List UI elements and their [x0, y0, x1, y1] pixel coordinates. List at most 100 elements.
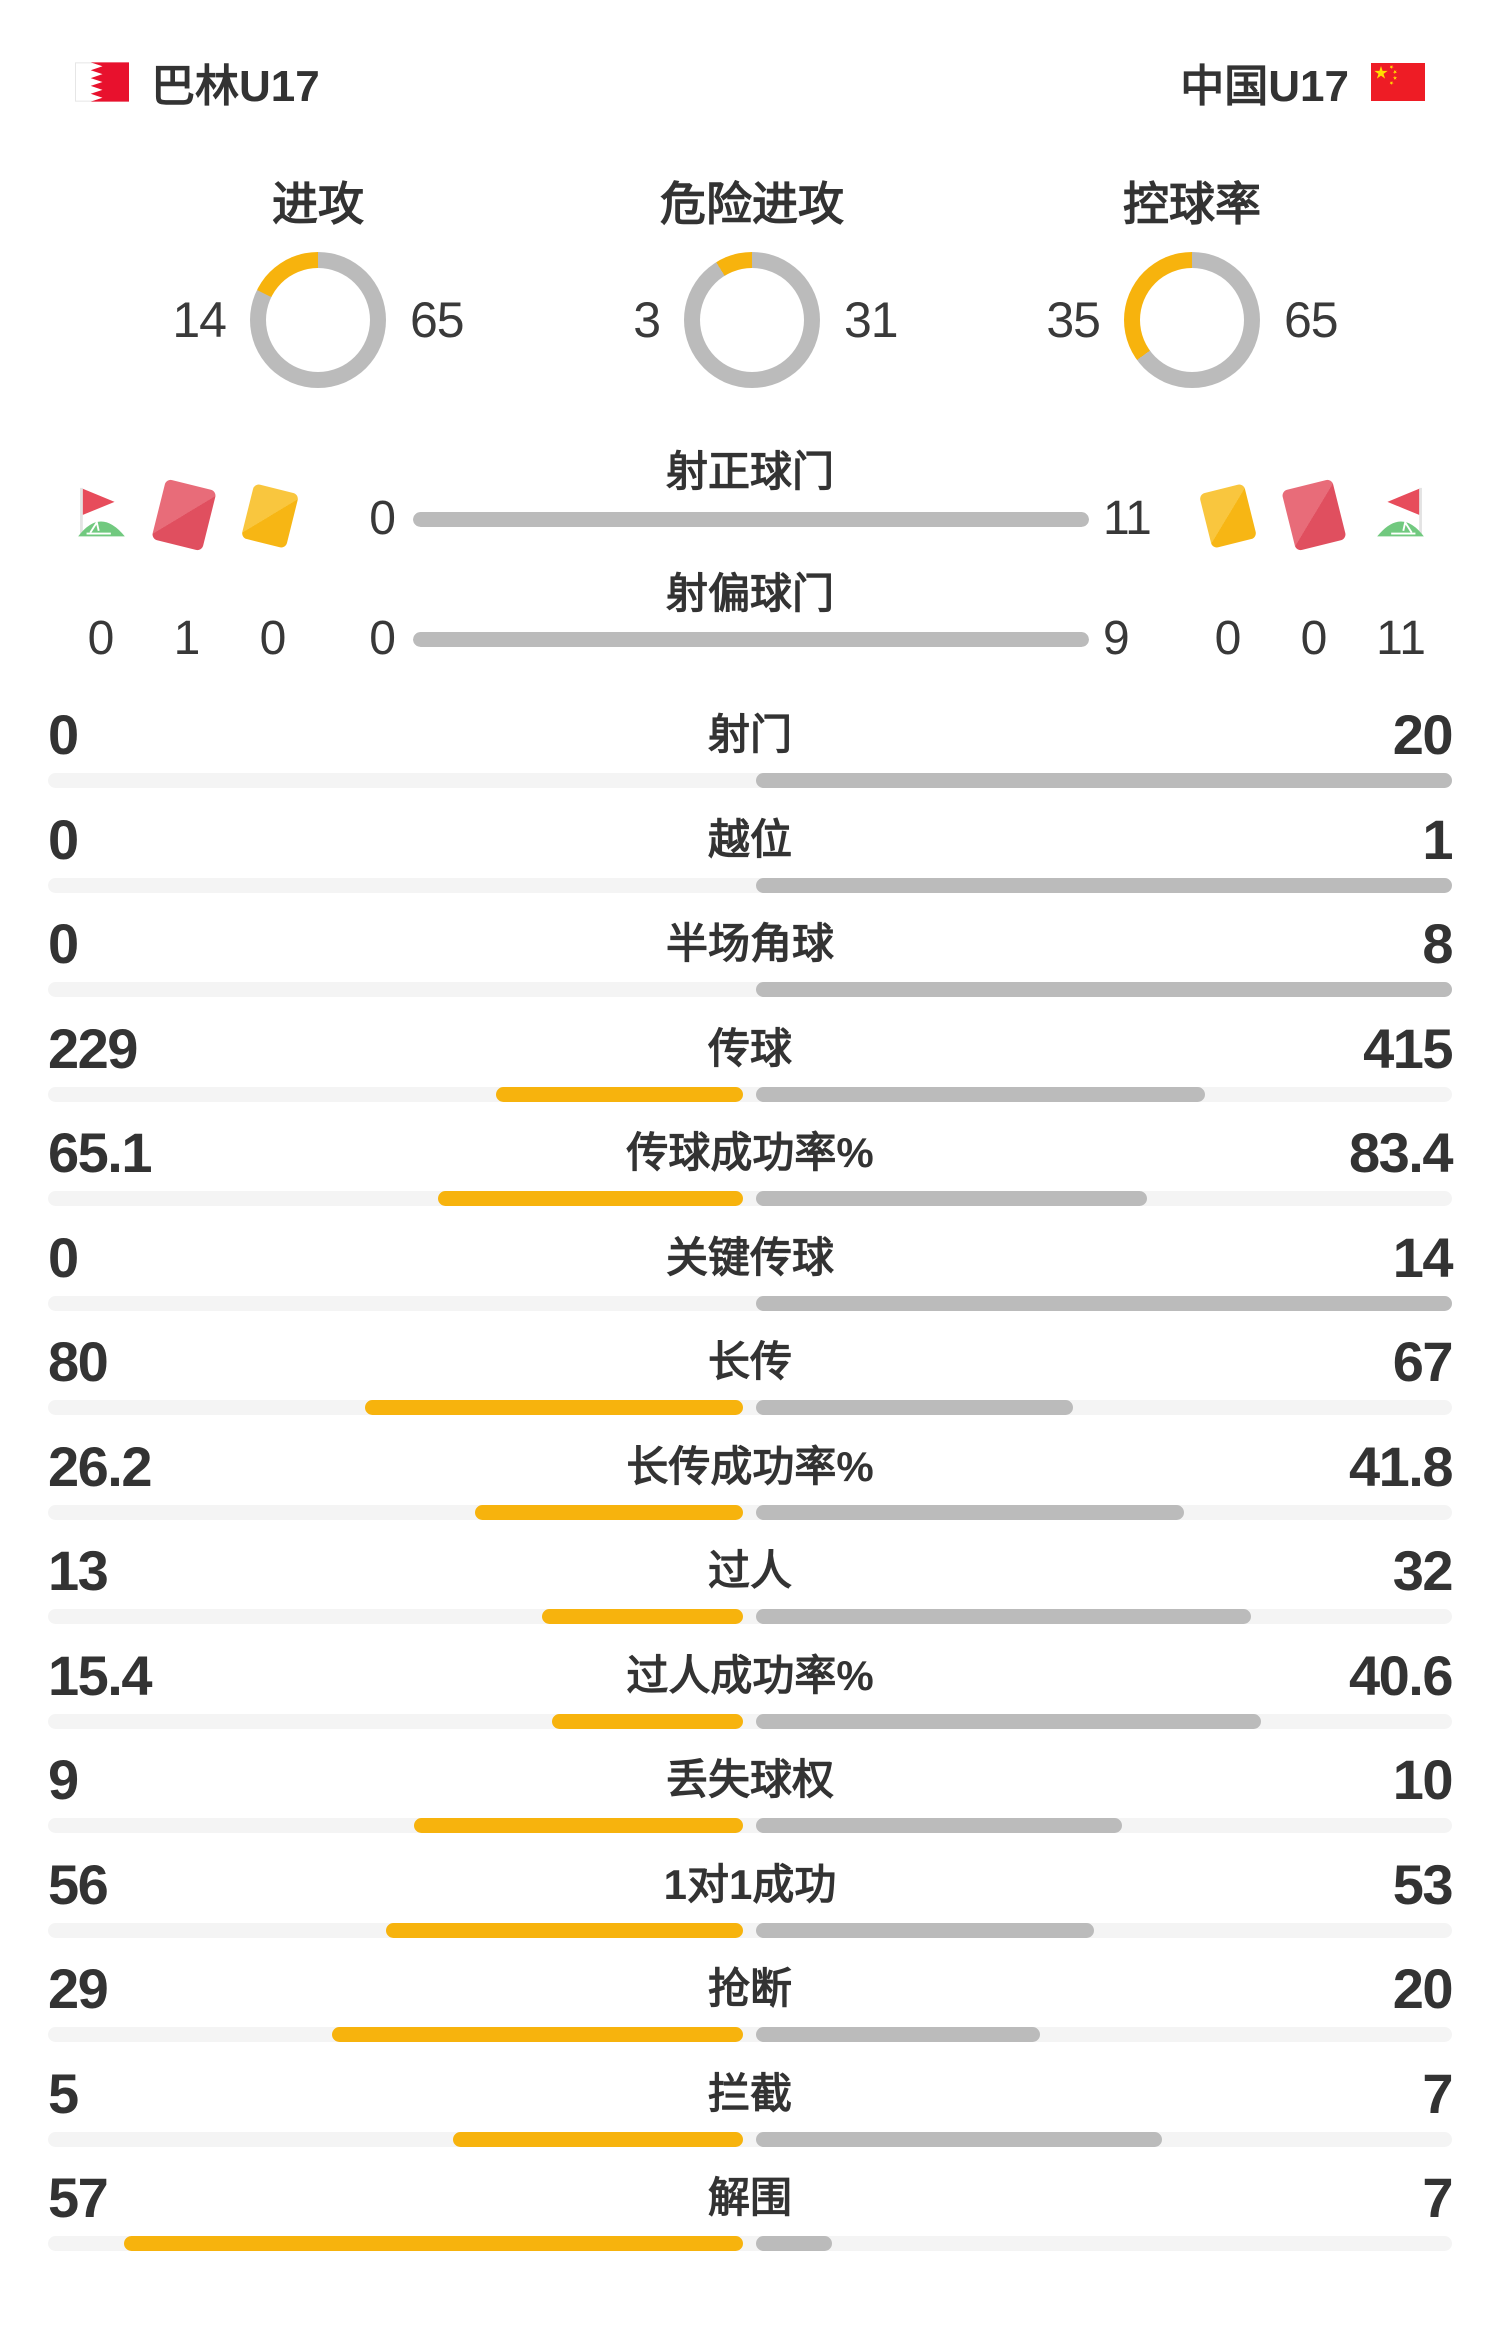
home-red-card-count: 1 — [173, 612, 201, 665]
stat-label: 越位 — [707, 816, 792, 863]
stat-away-value: 32 — [1392, 1539, 1454, 1602]
away-team-name: 中国U17 — [1180, 62, 1349, 111]
stat-away-value: 7 — [1422, 2062, 1453, 2125]
stat-home-value: 5 — [48, 2062, 79, 2125]
shot-home-value: 0 — [369, 612, 396, 665]
gauge-donut — [1124, 252, 1260, 388]
stat-home-value: 0 — [48, 808, 79, 871]
stat-bar-home-fill — [475, 1505, 743, 1520]
gauge-donut — [684, 252, 820, 388]
away-corner-flag-count: 11 — [1376, 612, 1426, 665]
stat-label: 长传成功率% — [626, 1443, 874, 1490]
home-corner-flag-count: 0 — [87, 612, 115, 665]
stat-away-value: 20 — [1392, 703, 1454, 766]
gauge-donut-hole — [266, 268, 370, 372]
stat-home-value: 0 — [48, 912, 79, 975]
stat-bar-home-fill — [414, 1818, 743, 1833]
stat-label: 解围 — [707, 2174, 792, 2221]
stat-bar-track — [48, 1087, 1452, 1102]
stat-label: 射门 — [707, 711, 792, 758]
gauge-donut — [250, 252, 386, 388]
stat-bar-away-fill — [756, 878, 1452, 893]
stat-home-value: 26.2 — [48, 1435, 153, 1498]
stat-bar-home-fill — [453, 2132, 743, 2147]
stat-bar-home-fill — [438, 1191, 743, 1206]
gauge-away-value: 65 — [1284, 292, 1339, 348]
stat-bar-home-fill — [124, 2236, 743, 2251]
stat-away-value: 20 — [1392, 1957, 1454, 2020]
stat-bar-away-fill — [756, 773, 1452, 788]
stat-home-value: 57 — [48, 2166, 109, 2229]
stat-label: 关键传球 — [665, 1234, 834, 1281]
stat-bar-home-fill — [496, 1087, 743, 1102]
stat-home-value: 80 — [48, 1330, 109, 1393]
gauge-title: 进攻 — [272, 178, 364, 230]
stat-bar-track — [48, 1923, 1452, 1938]
stat-bar-home-fill — [542, 1609, 743, 1624]
stat-home-value: 13 — [48, 1539, 109, 1602]
gauge-home-value: 35 — [1046, 292, 1101, 348]
gauge-title: 控球率 — [1123, 178, 1261, 230]
china-flag-icon — [1371, 63, 1425, 101]
shot-home-value: 0 — [369, 492, 396, 545]
shot-bar — [413, 512, 1089, 527]
corner-flag-icon — [73, 486, 130, 542]
stat-away-value: 14 — [1392, 1226, 1454, 1289]
stat-bar-away-fill — [756, 1818, 1122, 1833]
stat-bar-away-fill — [756, 982, 1452, 997]
gauge-donut-hole — [700, 268, 804, 372]
stat-bar-track — [48, 1400, 1452, 1415]
shot-bar-away-fill — [413, 512, 1089, 527]
stat-label: 半场角球 — [665, 920, 834, 967]
away-team-header: 中国U17 — [1180, 50, 1425, 114]
stat-label: 拦截 — [707, 2070, 792, 2117]
stat-label: 过人 — [707, 1547, 792, 1594]
stat-home-value: 56 — [48, 1853, 109, 1916]
stat-label: 1对1成功 — [663, 1861, 837, 1908]
stat-away-value: 41.8 — [1349, 1435, 1454, 1498]
stat-home-value: 229 — [48, 1017, 138, 1080]
stat-away-value: 415 — [1363, 1017, 1453, 1080]
stat-bar-home-fill — [332, 2027, 743, 2042]
gauge-title: 危险进攻 — [660, 178, 844, 230]
stat-bar-away-fill — [756, 1714, 1261, 1729]
stat-bar-away-fill — [756, 2236, 832, 2251]
stat-bar-away-fill — [756, 1087, 1205, 1102]
stat-label: 过人成功率% — [626, 1652, 874, 1699]
stat-label: 长传 — [707, 1338, 792, 1385]
stat-bar-away-fill — [756, 2132, 1162, 2147]
stat-bar-home-fill — [386, 1923, 743, 1938]
shot-away-value: 9 — [1103, 612, 1130, 665]
stat-away-value: 1 — [1422, 808, 1453, 871]
stat-home-value: 0 — [48, 1226, 79, 1289]
stat-away-value: 83.4 — [1349, 1121, 1454, 1184]
home-team-header: 巴林U17 — [75, 50, 320, 114]
stat-bar-away-fill — [756, 1191, 1147, 1206]
stat-home-value: 9 — [48, 1748, 79, 1811]
shot-row-label: 射偏球门 — [665, 570, 834, 617]
gauge-away-value: 65 — [410, 292, 465, 348]
stat-label: 传球成功率% — [626, 1129, 874, 1176]
stat-bar-away-fill — [756, 2027, 1040, 2042]
corner-flag-icon — [1372, 486, 1429, 542]
stat-bar-away-fill — [756, 1505, 1184, 1520]
stat-bar-away-fill — [756, 1296, 1452, 1311]
stat-label: 传球 — [707, 1025, 792, 1072]
gauge-home-value: 3 — [633, 292, 661, 348]
stat-bar-track — [48, 1191, 1452, 1206]
stat-away-value: 53 — [1392, 1853, 1454, 1916]
home-yellow-card-count: 0 — [259, 612, 287, 665]
gauge-home-value: 14 — [172, 292, 227, 348]
stat-home-value: 65.1 — [48, 1121, 153, 1184]
stat-bar-track — [48, 2027, 1452, 2042]
shot-bar-away-fill — [413, 632, 1089, 647]
stat-bar-track — [48, 1505, 1452, 1520]
stat-bar-away-fill — [756, 1609, 1251, 1624]
bahrain-flag-icon — [75, 62, 129, 102]
home-team-name: 巴林U17 — [151, 62, 320, 111]
stat-bar-away-fill — [756, 1400, 1073, 1415]
stat-home-value: 29 — [48, 1957, 109, 2020]
stat-bar-track — [48, 2132, 1452, 2147]
shot-bar — [413, 632, 1089, 647]
